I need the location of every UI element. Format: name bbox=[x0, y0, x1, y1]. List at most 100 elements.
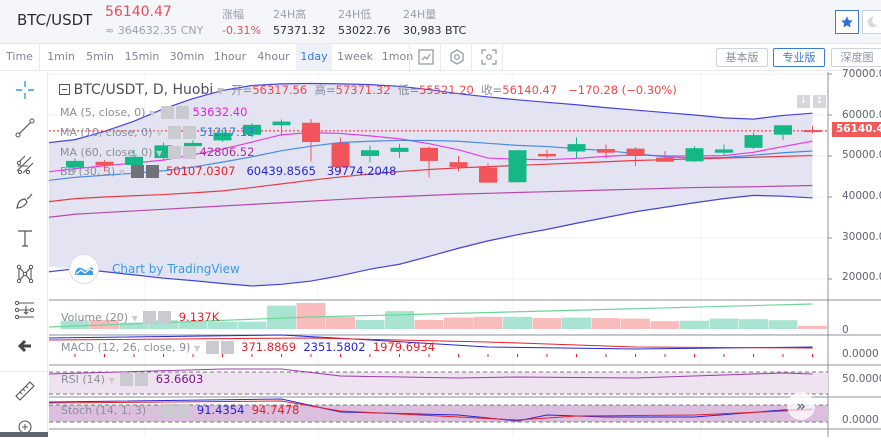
close-icon[interactable] bbox=[135, 373, 149, 386]
scale-down-button[interactable]: ↓ bbox=[797, 95, 810, 108]
view-pro-button[interactable]: 专业版 bbox=[773, 48, 825, 67]
timeframe-1week[interactable]: 1week bbox=[337, 50, 373, 63]
ohlc-low: 55521.20 bbox=[418, 83, 474, 97]
ohlc-open: 56317.56 bbox=[252, 83, 308, 97]
zoom-in-tool[interactable] bbox=[12, 415, 38, 441]
close-icon[interactable] bbox=[220, 341, 234, 354]
legend-bb: BB (30, 3) ▼ 50107.0307 60439.8565 39774… bbox=[60, 164, 397, 178]
tradingview-logo[interactable] bbox=[69, 254, 99, 284]
moon-icon bbox=[867, 16, 878, 28]
gear-icon[interactable] bbox=[130, 165, 144, 178]
arrows-vertical-icon: ↕ bbox=[815, 96, 824, 106]
ohlc-change: −170.28 (−0.30%) bbox=[568, 83, 677, 97]
drawing-toolbar bbox=[0, 72, 48, 437]
close-icon[interactable] bbox=[175, 106, 189, 119]
view-basic-button[interactable]: 基本版 bbox=[716, 48, 768, 67]
stat-24h-volume: 24H量 30,983 BTC bbox=[403, 8, 467, 37]
text-icon bbox=[18, 230, 32, 247]
close-icon[interactable] bbox=[176, 404, 190, 417]
gear-icon[interactable] bbox=[160, 106, 174, 119]
symbol-menu-caret[interactable]: ▼ bbox=[216, 87, 224, 97]
legend-stoch: Stoch (14, 1, 3) ▼ 91.4354 94.7478 bbox=[61, 403, 300, 417]
timeframe-5min[interactable]: 5min bbox=[86, 50, 114, 63]
symbol-title: BTC/USDT, D, Huobi bbox=[73, 82, 214, 98]
legend-ma5: MA (5, close, 0) ▼ 53632.40 bbox=[60, 105, 248, 119]
brush-icon bbox=[16, 193, 33, 209]
indicator-button[interactable] bbox=[417, 48, 435, 66]
chart-area[interactable]: BTC/USDT, D, Huobi ▼ 开=56317.56 高=57371.… bbox=[49, 68, 881, 437]
pitchfork-tool[interactable] bbox=[12, 152, 38, 178]
current-price-tag: 56140.47 bbox=[832, 122, 881, 137]
crosshair-icon bbox=[16, 81, 34, 99]
close-icon[interactable] bbox=[182, 146, 196, 159]
legend-volume: Volume (20) ▼ 9.137K bbox=[61, 310, 220, 324]
stat-24h-low: 24H低 53022.76 bbox=[338, 8, 391, 37]
crosshair-tool[interactable] bbox=[12, 77, 38, 103]
cny-value: ≈ 364632.35 CNY bbox=[105, 24, 204, 37]
timeframe-15min[interactable]: 15min bbox=[124, 50, 160, 63]
timeframe-4hour[interactable]: 4hour bbox=[257, 50, 290, 63]
price-chart-canvas[interactable] bbox=[49, 72, 881, 437]
rsi-axis-label: 50.0000 bbox=[842, 373, 881, 385]
volume-axis-label: 0 bbox=[842, 324, 849, 336]
close-icon[interactable] bbox=[158, 311, 172, 324]
pattern-icon bbox=[16, 264, 34, 284]
gear-icon[interactable] bbox=[120, 373, 134, 386]
gear-icon[interactable] bbox=[143, 311, 157, 324]
pair-name: BTC/USDT bbox=[17, 11, 93, 29]
price-axis-label: 40000.00 bbox=[842, 190, 881, 202]
fib-icon bbox=[14, 300, 35, 320]
timeframe-time[interactable]: Time bbox=[6, 50, 33, 63]
ticker-header: BTC/USDT 56140.47 ≈ 364632.35 CNY 涨幅 -0.3… bbox=[0, 0, 881, 44]
screenshot-button[interactable] bbox=[480, 48, 498, 66]
back-arrow-icon bbox=[17, 339, 31, 353]
ruler-tool[interactable] bbox=[12, 378, 38, 404]
scroll-to-realtime-button[interactable]: » bbox=[787, 392, 815, 420]
view-depth-button[interactable]: 深度图 bbox=[831, 48, 881, 67]
text-tool[interactable] bbox=[12, 225, 38, 251]
last-price: 56140.47 bbox=[105, 4, 172, 20]
legend-rsi: RSI (14) ▼ 63.6603 bbox=[61, 372, 204, 386]
timeframe-toolbar: Time 1min 5min 15min 30min 1hour 4hour 1… bbox=[0, 44, 881, 71]
price-axis-label: 70000.00 bbox=[842, 68, 881, 80]
scale-both-button[interactable]: ↕ bbox=[813, 95, 826, 108]
gear-icon[interactable] bbox=[167, 146, 181, 159]
brush-tool[interactable] bbox=[12, 188, 38, 214]
arrow-down-icon: ↓ bbox=[799, 96, 808, 106]
star-icon bbox=[841, 16, 853, 28]
stat-24h-high: 24H高 57371.32 bbox=[273, 8, 326, 37]
timeframe-1min[interactable]: 1min bbox=[47, 50, 75, 63]
price-axis-label: 50000.00 bbox=[842, 149, 881, 161]
timeframe-1day[interactable]: 1day bbox=[296, 44, 332, 70]
pattern-tool[interactable] bbox=[12, 261, 38, 287]
ohlc-high: 57371.32 bbox=[335, 83, 391, 97]
close-icon[interactable] bbox=[182, 126, 196, 139]
legend-ma10: MA (10, close, 0) ▼ 51217.12 bbox=[60, 125, 255, 139]
stoch-axis-label: 0.0000 bbox=[842, 414, 879, 426]
timeframe-30min[interactable]: 30min bbox=[169, 50, 205, 63]
legend-macd: MACD (12, 26, close, 9) ▼ 371.8869 2351.… bbox=[61, 340, 436, 354]
favorite-button[interactable] bbox=[835, 10, 859, 34]
trend-line-tool[interactable] bbox=[12, 115, 38, 141]
timeframe-1mon[interactable]: 1mon bbox=[381, 50, 414, 63]
fib-tool[interactable] bbox=[12, 297, 38, 323]
back-arrow-tool[interactable] bbox=[12, 333, 38, 359]
pitchfork-icon bbox=[16, 155, 34, 175]
gear-icon[interactable] bbox=[205, 341, 219, 354]
settings-button[interactable] bbox=[448, 48, 466, 66]
ohlc-close: 56140.47 bbox=[502, 83, 558, 97]
indicator-icon bbox=[418, 49, 434, 65]
price-axis-label: 60000.00 bbox=[842, 109, 881, 121]
close-icon[interactable] bbox=[145, 165, 159, 178]
gear-icon[interactable] bbox=[161, 404, 175, 417]
price-axis-label: 30000.00 bbox=[842, 231, 881, 243]
tradingview-watermark[interactable]: Chart by TradingView bbox=[112, 262, 240, 276]
legend-ma60: MA (60, close, 0) ▼ 42806.52 bbox=[60, 145, 255, 159]
main-legend: BTC/USDT, D, Huobi ▼ 开=56317.56 高=57371.… bbox=[59, 82, 677, 98]
theme-toggle-button[interactable] bbox=[862, 10, 881, 34]
collapse-legend-icon[interactable] bbox=[59, 84, 70, 95]
gear-icon[interactable] bbox=[167, 126, 181, 139]
timeframe-1hour[interactable]: 1hour bbox=[213, 50, 247, 63]
double-chevron-right-icon: » bbox=[796, 397, 806, 415]
price-axis-label: 20000.00 bbox=[842, 271, 881, 283]
